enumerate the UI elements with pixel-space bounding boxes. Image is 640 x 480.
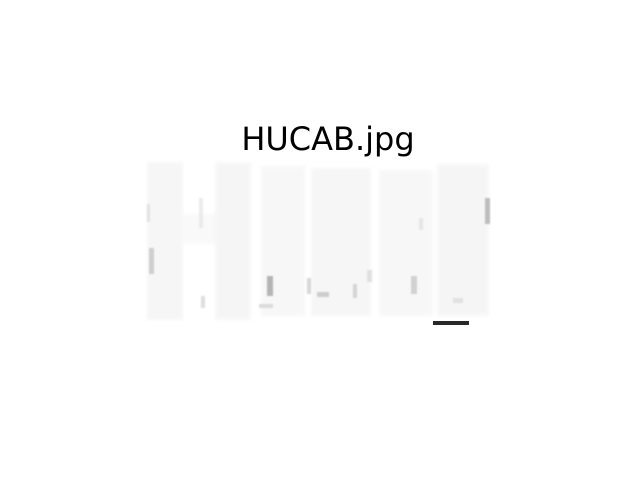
faded-image [141,158,493,328]
image-title: HUCAB.jpg [241,120,415,158]
faded-image-graphic [147,162,490,325]
ghost-letters [147,162,489,320]
grey-specks [147,198,490,308]
dark-underline-mark [433,321,469,325]
